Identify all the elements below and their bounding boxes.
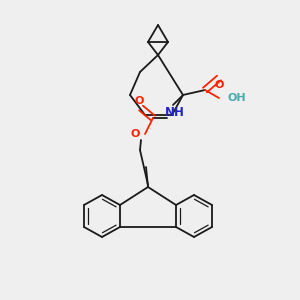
Text: O: O — [214, 80, 224, 90]
Text: NH: NH — [165, 106, 185, 119]
Text: O: O — [130, 129, 140, 139]
Text: O: O — [134, 96, 144, 106]
Text: OH: OH — [227, 93, 246, 103]
